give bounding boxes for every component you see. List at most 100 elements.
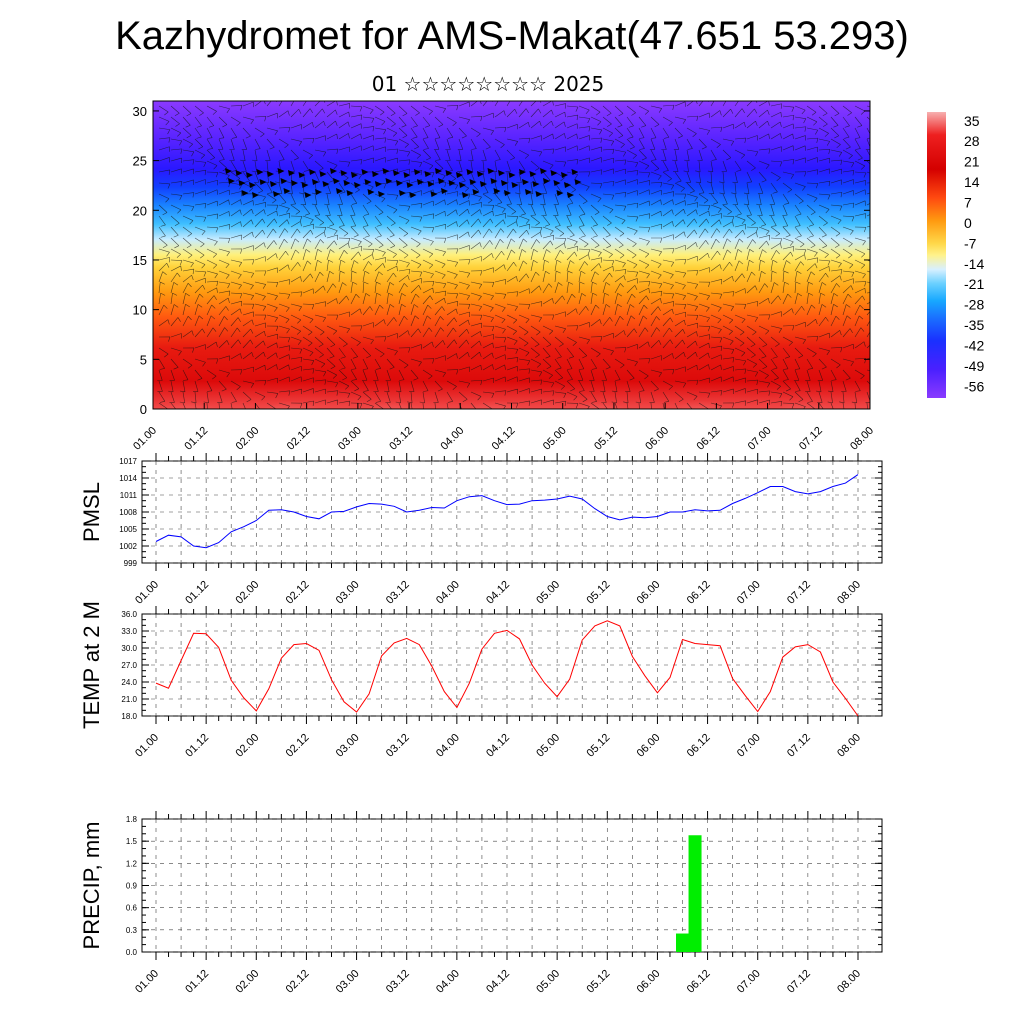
x-tick-label: 05.12 (592, 425, 620, 453)
wind-barb-flag (347, 242, 350, 248)
wind-barb-flag (810, 211, 816, 215)
wind-barb (638, 248, 649, 255)
wind-barb (626, 344, 638, 349)
wind-barb (542, 193, 546, 205)
wind-barb (554, 215, 561, 226)
wind-barb (602, 148, 614, 151)
wind-barb-flag (272, 228, 277, 234)
wind-barb-flag (166, 263, 170, 268)
wind-barb (674, 380, 686, 384)
wind-barb (662, 327, 670, 338)
wind-barb-flag (503, 264, 506, 270)
wind-barb (506, 325, 517, 332)
wind-barb-flag (528, 122, 530, 128)
wind-barb-flag (874, 275, 877, 279)
wind-barb (314, 314, 326, 318)
wind-barb (230, 353, 241, 360)
wind-barb (662, 209, 673, 217)
wind-barb-flag (862, 295, 866, 301)
wind-barb-flag (815, 129, 819, 135)
wind-barb (434, 306, 443, 316)
wind-barb (218, 127, 225, 138)
wind-barb (374, 402, 385, 409)
x-tick-label: 01.12 (183, 579, 211, 607)
wind-barb (566, 260, 571, 272)
wind-barb-flag (581, 293, 587, 297)
wind-barb-flag (538, 285, 542, 291)
wind-barb-flag (456, 159, 462, 162)
wind-barb (290, 238, 296, 250)
wind-barb (338, 250, 345, 261)
wind-barb-flag (340, 191, 346, 194)
wind-barb-flag (405, 220, 410, 225)
wind-barb-flag (695, 170, 701, 173)
wind-barb (266, 342, 277, 349)
wind-barb-flag (523, 238, 528, 243)
wind-barb (746, 171, 753, 183)
wind-barb (290, 160, 295, 172)
wind-barb-flag (731, 216, 735, 222)
wind-barb-flag (694, 197, 698, 202)
wind-barb (590, 319, 600, 327)
wind-barb (542, 148, 554, 151)
jet-flag (414, 169, 421, 175)
wind-barb-flag (838, 152, 843, 157)
wind-barb-flag (539, 151, 543, 157)
wind-barb (566, 391, 578, 397)
wind-barb (170, 347, 182, 352)
wind-barb-flag (556, 367, 562, 370)
wind-barb (242, 219, 252, 228)
wind-barb (290, 124, 302, 129)
wind-barb (650, 160, 660, 169)
wind-barb (314, 108, 323, 118)
wind-barb (506, 276, 517, 283)
wind-barb (326, 358, 336, 367)
wind-barb (818, 391, 823, 403)
wind-barb-flag (252, 159, 258, 162)
wind-barb-flag (275, 393, 279, 399)
wind-barb-flag (478, 306, 482, 311)
wind-barb-flag (211, 304, 216, 309)
wind-barb (614, 179, 626, 184)
wind-barb-flag (545, 356, 551, 359)
wind-barb (506, 366, 518, 371)
wind-barb-flag (729, 97, 732, 101)
wind-barb (374, 282, 377, 294)
wind-barb-flag (704, 228, 709, 233)
wind-barb (614, 293, 618, 305)
wind-barb-flag (255, 148, 261, 150)
wind-barb-flag (318, 344, 324, 348)
wind-barb-flag (237, 317, 241, 323)
wind-barb (518, 400, 530, 404)
wind-barb-flag (536, 239, 540, 244)
wind-barb (866, 402, 868, 409)
wind-barb (578, 293, 583, 305)
wind-barb-flag (515, 349, 519, 354)
wind-barb (590, 105, 601, 113)
wind-barb (470, 160, 473, 172)
wind-barb (590, 271, 596, 283)
wind-barb (386, 304, 391, 316)
jet-flag (322, 181, 330, 187)
wind-barb-flag (246, 399, 252, 403)
wind-barb (218, 402, 220, 409)
wind-barb (266, 210, 277, 217)
wind-barb-flag (187, 254, 193, 259)
wind-barb-flag (503, 337, 507, 343)
wind-barb (554, 133, 565, 140)
wind-barb-flag (348, 111, 350, 117)
wind-barb-flag (773, 377, 779, 381)
heatmap-field (153, 101, 870, 409)
wind-barb-flag (380, 353, 385, 358)
wind-barb-flag (435, 159, 441, 161)
wind-barb (410, 344, 422, 349)
wind-barb (422, 315, 428, 327)
x-tick-label: 06.12 (685, 968, 713, 996)
wind-barb (602, 116, 612, 125)
wind-barb (842, 202, 854, 206)
wind-barb (194, 315, 200, 327)
wind-barb (818, 332, 830, 338)
wind-barb (794, 282, 797, 294)
wind-barb-flag (479, 209, 482, 215)
y-tick-label: 1002 (119, 542, 137, 551)
